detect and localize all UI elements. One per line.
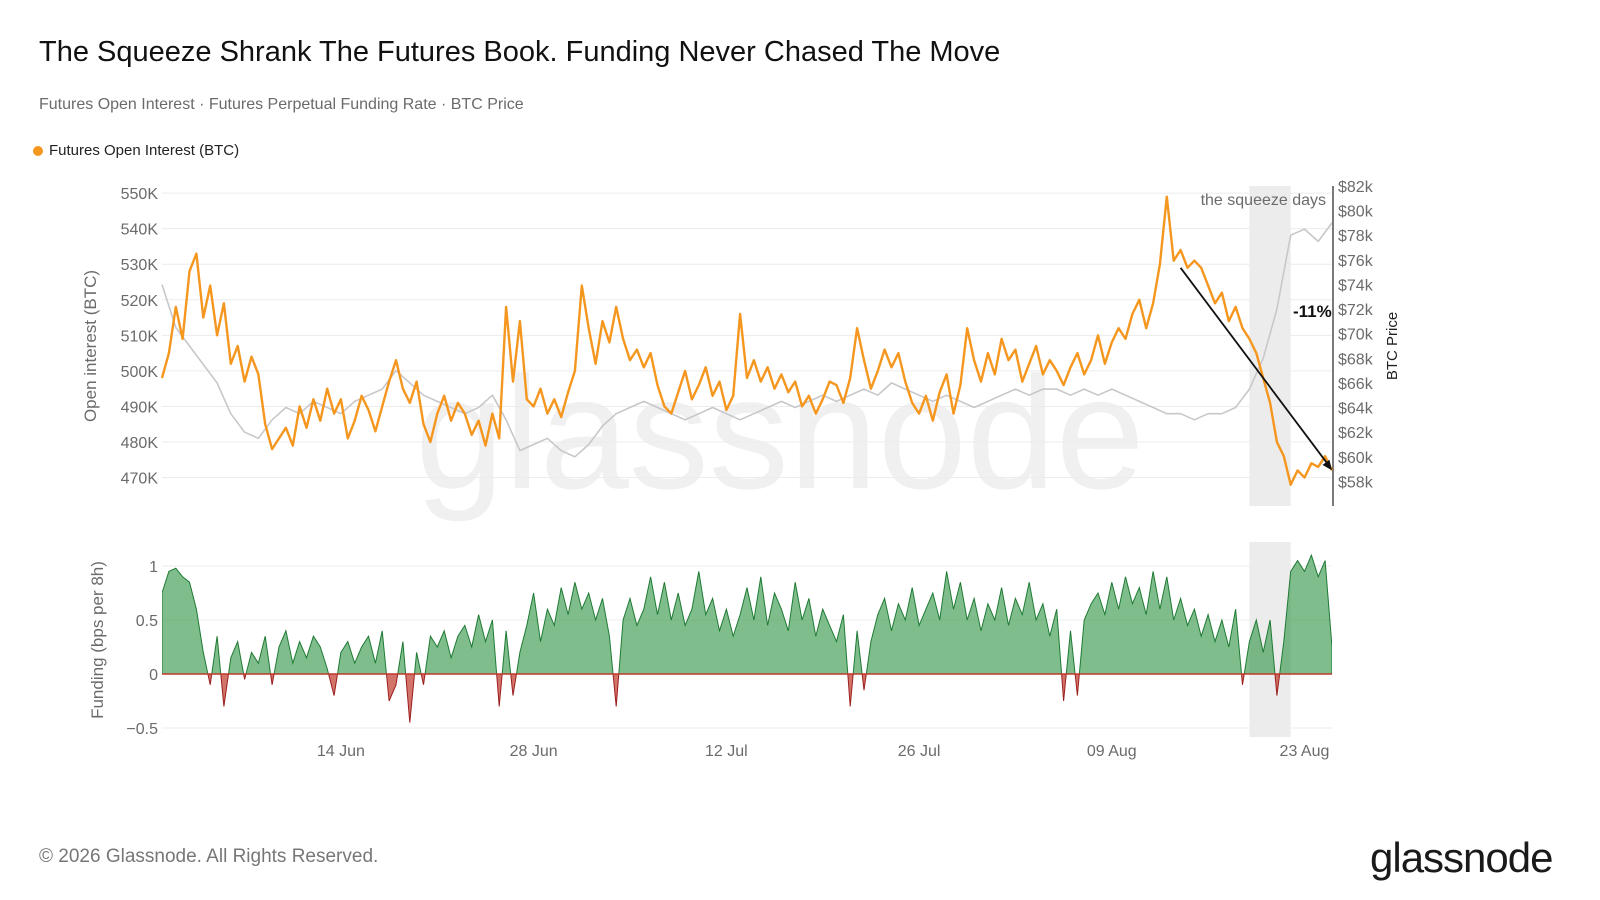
series-line-btc-price [161,222,1333,458]
x-tick-label: 12 Jul [705,743,748,760]
y-tick-label-right: $66k [1338,376,1374,393]
y-axis-title-left: Open interest (BTC) [81,270,100,422]
legend-label-open-interest: Futures Open Interest (BTC) [49,142,240,159]
brand-logo: glassnode [1370,834,1553,881]
y-tick-label-right: $76k [1338,253,1374,270]
chart-title: The Squeeze Shrank The Futures Book. Fun… [39,36,1001,68]
y-tick-label-left: 470K [121,471,159,488]
y-tick-label-right: $62k [1338,425,1374,442]
annotation-drawdown-label: -11% [1293,302,1332,321]
y-tick-label-left: 500K [121,364,159,381]
y-axis-title-funding: Funding (bps per 8h) [88,561,107,719]
y-tick-label-right: $74k [1338,277,1374,294]
y-tick-label-left: 480K [121,435,159,452]
y-tick-label-right: $82k [1338,179,1374,196]
y-tick-label-right: $68k [1338,351,1374,368]
copyright: © 2026 Glassnode. All Rights Reserved. [39,846,379,867]
y-axis-title-right: BTC Price [1384,312,1401,380]
bottom-panel: 1 0.5 0 −0.5 Funding (bps per 8h) 14 Jun 28 Ju… [88,542,1332,760]
watermark: glassnode [415,343,1144,522]
y-tick-label-left: 550K [121,186,159,203]
y-tick-label-funding: −0.5 [126,721,158,738]
y-tick-label-left: 530K [121,257,159,274]
y-tick-label-funding: 1 [149,559,158,576]
y-tick-label-right: $60k [1338,450,1374,467]
y-tick-label-right: $64k [1338,401,1374,418]
legend-swatch-open-interest [33,145,43,156]
y-tick-label-left: 540K [121,222,159,239]
chart-subtitle: Futures Open Interest · Futures Perpetua… [39,96,524,113]
legend[interactable]: Futures Open Interest (BTC) [33,142,239,159]
x-tick-label: 28 Jun [510,743,558,760]
series-line-open-interest [160,195,1334,486]
x-tick-label: 14 Jun [317,743,365,760]
x-tick-label: 23 Aug [1280,743,1330,760]
y-tick-label-right: $58k [1338,474,1374,491]
annotation-squeeze-days: the squeeze days [1201,192,1326,209]
y-tick-label-left: 520K [121,293,159,310]
y-tick-label-funding: 0 [149,667,158,684]
x-tick-label: 09 Aug [1087,743,1137,760]
annotation-arrow-line [1179,267,1329,465]
y-tick-label-left: 510K [121,328,159,345]
y-tick-label-right: $70k [1338,327,1374,344]
funding-area-positive [162,553,1332,674]
y-tick-label-funding: 0.5 [136,613,158,630]
shaded-squeeze-days-top [1249,186,1291,506]
x-tick-label: 26 Jul [898,743,941,760]
top-panel: 550K 540K 530K 520K 510K 500K 490K 480K 470K $82k… [81,179,1401,506]
y-tick-label-right: $80k [1338,204,1374,221]
y-tick-label-left: 490K [121,399,159,416]
y-tick-label-right: $72k [1338,302,1374,319]
y-tick-label-right: $78k [1338,228,1374,245]
annotation-arrow-head [1322,459,1332,471]
